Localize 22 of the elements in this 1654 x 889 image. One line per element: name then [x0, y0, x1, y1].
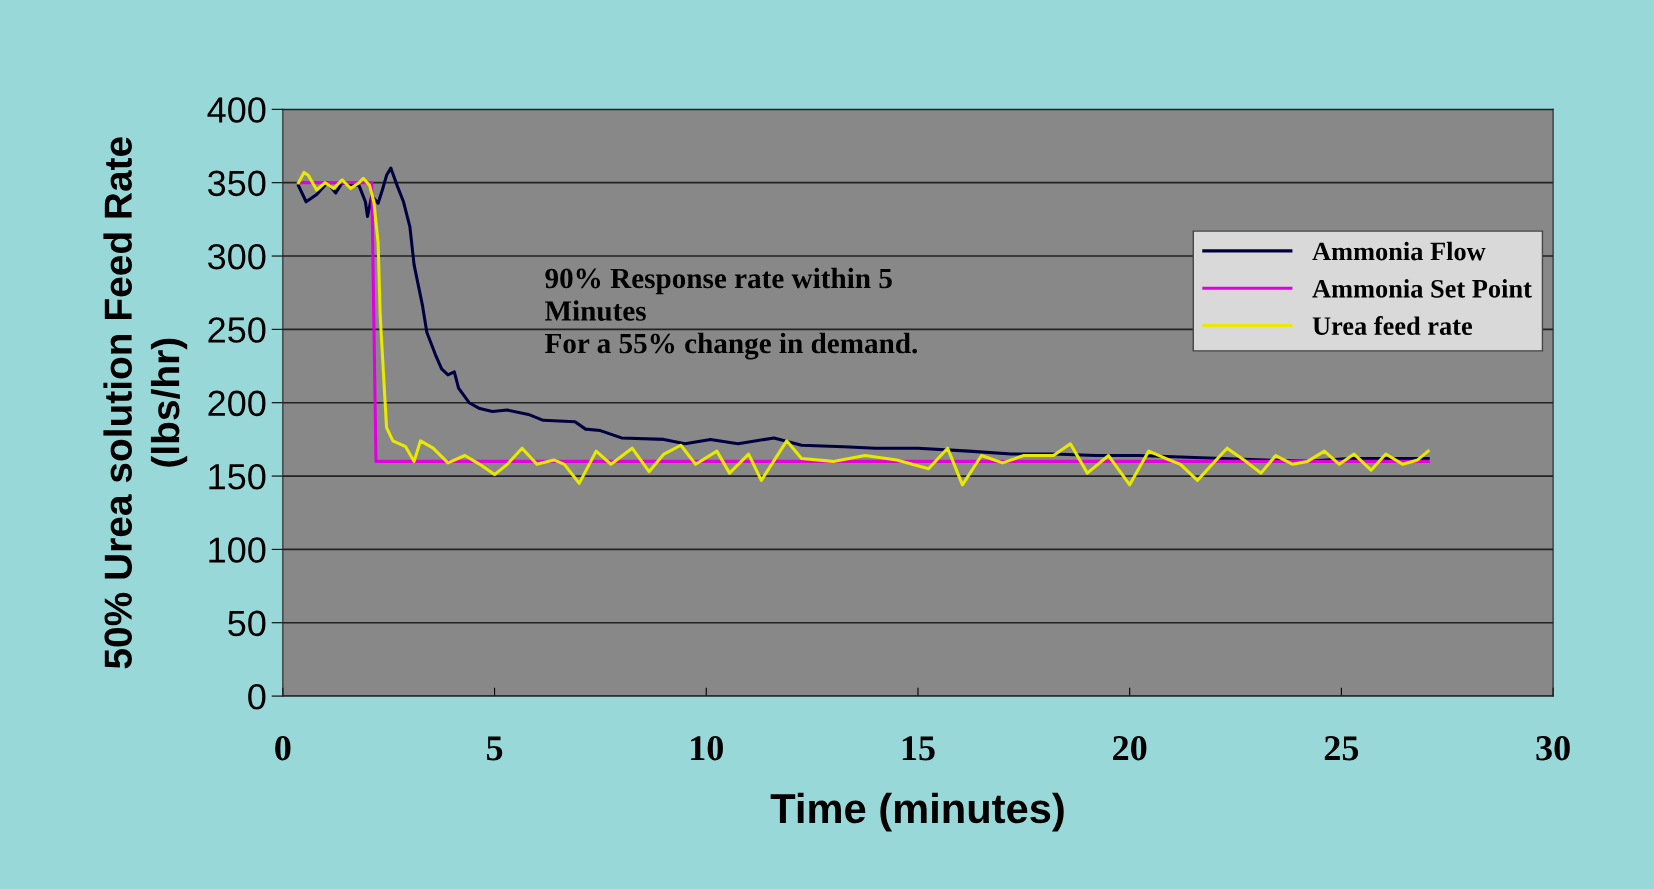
y-tick-label: 350 — [208, 170, 266, 197]
x-tick-label: 5 — [486, 736, 503, 761]
y-tick-label: 0 — [248, 683, 266, 710]
y-tick-label: 100 — [209, 537, 266, 563]
y-tick-label: 250 — [208, 317, 266, 343]
y-tick-label: 400 — [207, 97, 266, 123]
x-tick-label: 10 — [691, 736, 723, 761]
x-tick-label: 30 — [1536, 736, 1570, 761]
annotation: 90% Response rate within 5 Minutes For a 55% change in demand. — [545, 267, 918, 360]
y-tick-label: 50 — [228, 610, 266, 637]
x-tick-label: 25 — [1324, 736, 1359, 761]
y-tick-label: 300 — [208, 243, 266, 270]
legend-label: Urea feed rate — [1312, 316, 1473, 335]
y-tick-label: 150 — [209, 463, 266, 490]
x-tick-label: 20 — [1113, 736, 1147, 761]
y-tick-label: 200 — [208, 390, 266, 417]
legend-label: Ammonia Set Point — [1312, 279, 1532, 298]
y-axis-title: 50% Urea solution Feed Rate (lbs/hr) — [103, 137, 188, 669]
x-tick-label: 15 — [902, 736, 935, 761]
legend-label: Ammonia Flow — [1312, 241, 1486, 261]
x-tick-label: 0 — [275, 736, 291, 761]
x-axis-title: Time (minutes) — [770, 792, 1064, 832]
